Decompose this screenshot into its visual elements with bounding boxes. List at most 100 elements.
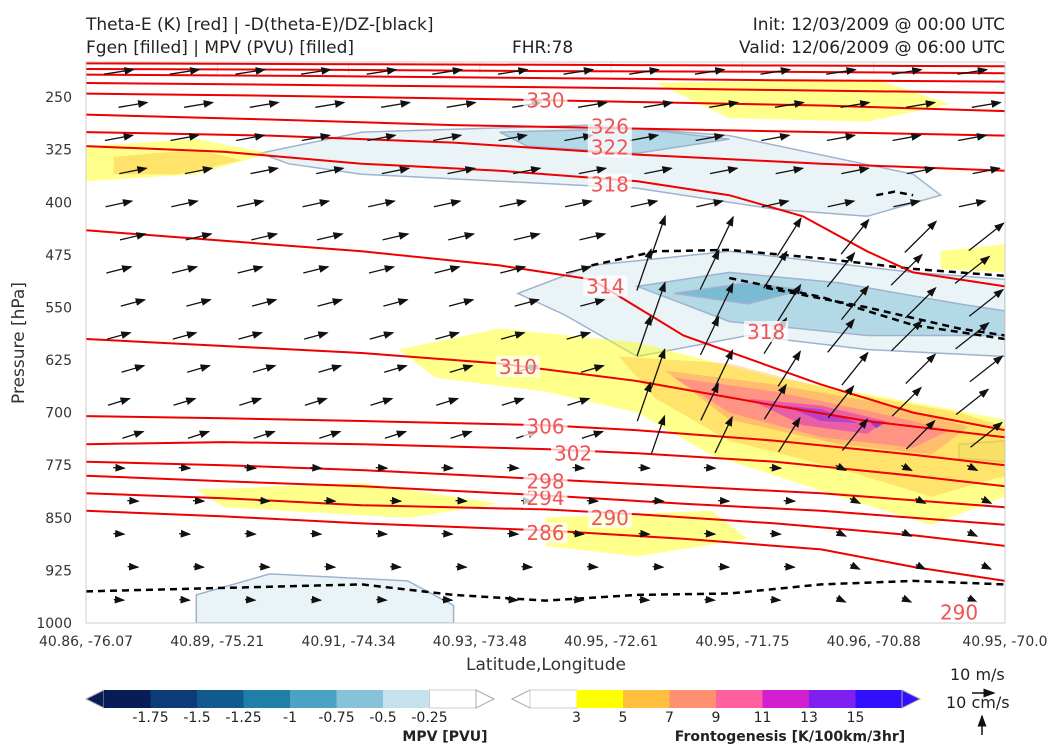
wind-vector: [643, 100, 674, 108]
wind-vector: [565, 265, 592, 274]
contour-label-bg: [587, 136, 632, 158]
stability-contour: [86, 579, 1005, 602]
colorbar-segment: [243, 690, 291, 708]
wind-vector: [521, 562, 534, 571]
colorbar-segment: [529, 689, 578, 709]
wind-vector: [184, 166, 214, 175]
wind-vector: [968, 222, 1005, 252]
y-tick-label: 475: [45, 248, 72, 264]
wind-vector: [127, 496, 140, 505]
wind-vector: [381, 166, 411, 175]
wind-vector: [970, 421, 1003, 448]
wind-vector: [179, 595, 191, 604]
wind-vector: [238, 331, 263, 340]
wind-vector: [193, 562, 205, 571]
wind-vector: [841, 418, 869, 451]
title-line1: Theta-E (K) [red] | -D(theta-E)/DZ-[blac…: [86, 15, 434, 35]
wind-vector: [901, 528, 913, 537]
theta-e-contour-346: [86, 62, 1005, 68]
wind-vector: [179, 529, 192, 538]
wind-vector: [127, 562, 140, 571]
w-key-label: 10 cm/s: [946, 693, 1010, 712]
wind-vector: [972, 166, 1001, 175]
wind-vector: [783, 562, 796, 571]
wind-vector: [630, 199, 659, 208]
wind-vector: [761, 133, 791, 142]
y-tick-label: 700: [45, 406, 72, 422]
wind-vector: [586, 496, 600, 505]
wind-vector: [103, 67, 135, 75]
wind-vector: [382, 232, 410, 241]
wind-vector: [171, 265, 199, 274]
wind-vector: [172, 331, 198, 340]
wind-vector: [104, 133, 135, 142]
theta-e-label: 322: [591, 136, 629, 160]
y-tick-label: 400: [45, 195, 72, 211]
wind-vector: [835, 528, 847, 537]
x-tick-label: 40.86, -76.07: [39, 634, 133, 650]
wind-vector: [119, 232, 147, 241]
contour-label-bg: [523, 487, 568, 509]
wind-vector: [783, 496, 797, 505]
wind-vector: [507, 595, 520, 604]
theta-e-contour-318: [86, 145, 1005, 288]
contour-label-bg: [523, 522, 568, 544]
wind-vector: [891, 386, 922, 417]
wind-vector: [826, 251, 856, 288]
stability-contour: [765, 286, 1005, 337]
y-tick-label: 325: [45, 143, 72, 159]
colorbar-extend-right: [901, 689, 922, 709]
wind-vector: [703, 463, 717, 472]
wind-vector: [236, 199, 265, 208]
y-axis-label: Pressure [hPa]: [9, 282, 29, 404]
wind-vector: [185, 232, 213, 241]
wind-vector: [714, 415, 733, 454]
wind-vector: [776, 217, 802, 256]
wind-vector: [389, 496, 403, 505]
wind-vector: [769, 529, 782, 538]
wind-vector: [578, 166, 608, 175]
wind-vector: [113, 529, 126, 538]
wind-vector: [384, 430, 408, 439]
frontogenesis-colorbar-title: Frontogenesis [K/100km/3hr]: [675, 729, 905, 745]
wind-vector: [236, 133, 266, 142]
wind-vector: [310, 463, 323, 472]
theta-e-label: 326: [591, 115, 629, 139]
wind-vector: [455, 496, 468, 505]
wind-vector: [769, 463, 783, 472]
theta-e-label: 290: [940, 600, 978, 624]
wind-vector: [514, 298, 540, 307]
colorbar-segment: [383, 690, 430, 708]
wind-vector: [775, 166, 805, 175]
theta-e-label: 330: [526, 89, 564, 113]
wind-vector: [971, 100, 1002, 108]
frontogenesis-colorbar: 3 5 7 9 11 13 15: [510, 689, 922, 726]
theta-e-contour-338: [86, 73, 1005, 83]
wind-vector: [955, 322, 990, 350]
wind-vector: [849, 561, 861, 570]
wind-vector: [906, 166, 936, 175]
theta-e-contour-326: [86, 113, 1005, 137]
fgen-fill-region: [940, 244, 1005, 273]
wind-vector: [840, 285, 870, 321]
wind-vector: [650, 414, 666, 455]
wind-vector: [375, 463, 389, 472]
wind-vector: [709, 100, 740, 108]
wind-vector: [107, 331, 132, 340]
wind-vector: [572, 529, 585, 538]
colorbar-segment: [623, 690, 670, 708]
wind-vector: [840, 100, 871, 108]
wind-vector: [718, 496, 731, 505]
colorbar-segment: [716, 690, 763, 708]
wind-vector: [954, 255, 991, 284]
wind-vector: [369, 331, 395, 340]
wind-vector: [324, 562, 337, 571]
contour-label-bg: [744, 320, 789, 342]
wind-vector: [778, 416, 801, 453]
wind-vector: [777, 283, 802, 322]
wind-vector: [501, 397, 525, 406]
wind-vector: [187, 430, 211, 439]
wind-vector: [718, 562, 731, 571]
theta-e-contour-306: [86, 415, 1005, 467]
wind-vector: [566, 331, 592, 340]
